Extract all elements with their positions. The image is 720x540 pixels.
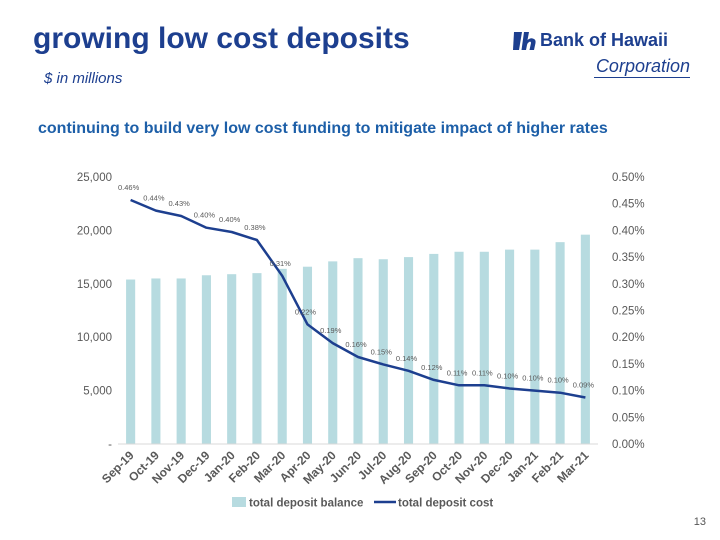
y-right-tick-label: 0.05% <box>612 412 645 424</box>
y-left-tick-label: 15,000 <box>77 279 112 291</box>
legend-label-balance: total deposit balance <box>249 498 363 510</box>
bar-total-deposit-balance <box>353 258 363 444</box>
line-total-deposit-cost <box>130 198 586 399</box>
bar-total-deposit-balance <box>151 278 161 444</box>
y-left-tick-label: - <box>108 439 112 451</box>
line-data-label: 0.10% <box>522 374 544 383</box>
y-left-tick-label: 20,000 <box>77 225 112 237</box>
page-title: growing low cost deposits <box>33 22 410 55</box>
page-number: 13 <box>693 516 706 528</box>
y-right-tick-label: 0.45% <box>612 199 645 211</box>
line-data-label: 0.22% <box>295 307 317 316</box>
bar-total-deposit-balance <box>479 251 489 444</box>
y-left-tick-label: 25,000 <box>77 172 112 184</box>
line-data-label: 0.43% <box>169 199 191 208</box>
y-right-tick-label: 0.35% <box>612 252 645 264</box>
line-data-label: 0.40% <box>194 211 216 220</box>
line-data-label: 0.10% <box>547 376 569 385</box>
bank-logo-corporation: Corporation <box>595 56 690 76</box>
y-right-tick-label: 0.10% <box>612 386 645 398</box>
line-data-label: 0.15% <box>371 347 393 356</box>
bar-total-deposit-balance <box>403 257 414 444</box>
y-right-tick-label: 0.30% <box>612 279 645 291</box>
y-left-tick-label: 10,000 <box>77 332 112 344</box>
y-right-tick-label: 0.25% <box>612 306 645 318</box>
line-data-label: 0.10% <box>497 371 519 380</box>
bank-logo-name: Bank of Hawaii <box>540 30 669 50</box>
line-data-label: 0.19% <box>320 326 342 335</box>
line-data-label: 0.44% <box>143 194 165 203</box>
line-data-label: 0.46% <box>118 183 140 192</box>
y-right-tick-label: 0.40% <box>612 225 645 237</box>
line-data-label: 0.11% <box>472 368 493 377</box>
y-right-tick-label: 0.20% <box>612 332 645 344</box>
bar-total-deposit-balance <box>530 249 540 444</box>
bar-total-deposit-balance <box>555 242 565 444</box>
line-data-label: 0.12% <box>421 363 443 372</box>
y-right-tick-label: 0.00% <box>612 439 645 451</box>
bar-total-deposit-balance <box>505 249 515 444</box>
bar-total-deposit-balance <box>378 259 388 444</box>
bank-logo: Bank of Hawaii Corporation <box>512 28 690 80</box>
line-data-label: 0.40% <box>219 215 241 224</box>
bar-total-deposit-balance <box>454 251 464 444</box>
line-data-label: 0.31% <box>270 259 292 268</box>
legend-swatch-balance <box>232 497 246 507</box>
page-subtitle: $ in millions <box>44 70 123 87</box>
bar-total-deposit-balance <box>227 274 237 444</box>
bar-total-deposit-balance <box>176 278 186 444</box>
bar-total-deposit-balance <box>126 279 136 444</box>
line-data-label: 0.11% <box>447 368 468 377</box>
y-right-tick-label: 0.15% <box>612 359 645 371</box>
bar-total-deposit-balance <box>429 253 439 444</box>
bar-total-deposit-balance <box>302 266 313 444</box>
line-data-label: 0.38% <box>244 223 266 232</box>
bank-logo-icon <box>513 32 536 50</box>
line-data-label: 0.09% <box>573 381 595 390</box>
y-right-tick-label: 0.50% <box>612 172 645 184</box>
legend-label-cost: total deposit cost <box>398 498 493 510</box>
bar-total-deposit-balance <box>277 268 287 444</box>
bar-total-deposit-balance <box>580 234 590 444</box>
y-left-tick-label: 5,000 <box>83 386 112 398</box>
line-data-label: 0.14% <box>396 354 418 363</box>
line-data-label: 0.16% <box>345 340 367 349</box>
bar-total-deposit-balance <box>252 273 262 444</box>
bank-logo-rule <box>594 77 690 78</box>
slide-headline: continuing to build very low cost fundin… <box>38 120 608 137</box>
bar-total-deposit-balance <box>328 261 338 444</box>
bar-total-deposit-balance <box>201 275 211 444</box>
